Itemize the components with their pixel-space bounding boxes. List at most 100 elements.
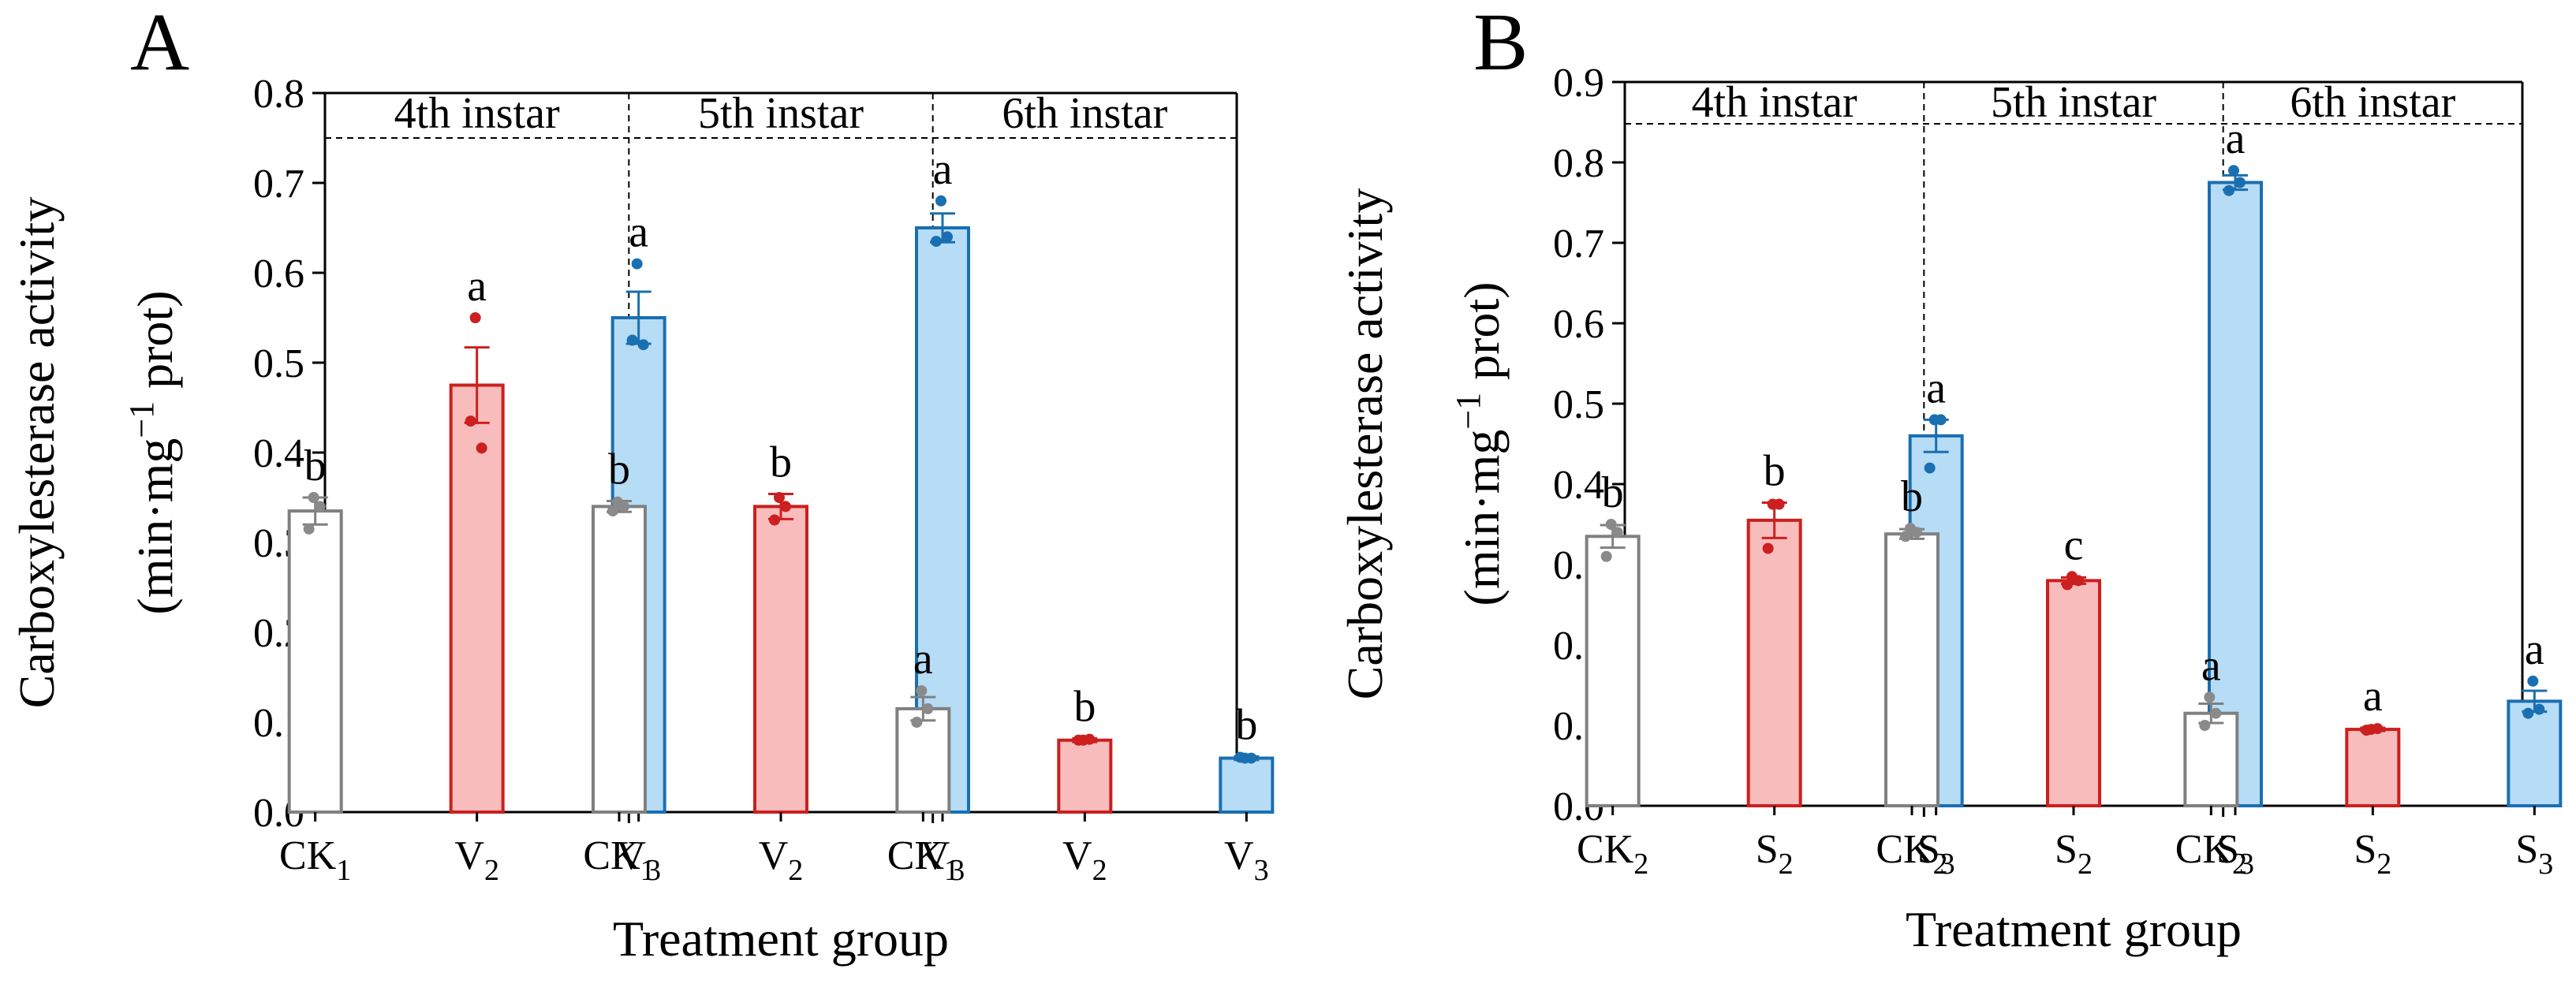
data-point bbox=[1245, 752, 1257, 764]
instar-header-label: 6th instar bbox=[2290, 78, 2455, 127]
significance-letter: a bbox=[913, 635, 933, 684]
bar bbox=[2046, 579, 2101, 808]
x-tick-label: CK2 bbox=[2175, 827, 2247, 881]
data-point bbox=[2372, 723, 2384, 735]
x-tick-label: S3 bbox=[2216, 827, 2254, 881]
data-point bbox=[935, 195, 946, 207]
y-tick-label: 0.5 bbox=[253, 341, 304, 386]
x-tick-label: CK1 bbox=[583, 833, 655, 887]
instar-header-label: 5th instar bbox=[698, 89, 864, 138]
significance-letter: a bbox=[2226, 114, 2246, 163]
x-tick-label: V2 bbox=[759, 833, 804, 887]
instar-header-label: 4th instar bbox=[1692, 78, 1857, 127]
bar bbox=[2507, 699, 2563, 808]
data-point bbox=[2234, 177, 2246, 188]
significance-letter: a bbox=[2525, 625, 2544, 674]
x-tick-label-name: CK bbox=[583, 833, 640, 878]
instar-header-label: 5th instar bbox=[1991, 78, 2156, 127]
data-point bbox=[1924, 462, 1936, 474]
x-axis-title: Treatment group bbox=[1906, 901, 2242, 957]
significance-letter: c bbox=[2064, 520, 2084, 569]
data-point bbox=[1900, 531, 1911, 542]
y-tick-label: 0.6 bbox=[253, 252, 304, 296]
x-tick-label: V3 bbox=[1224, 833, 1269, 887]
x-tick-label-name: V bbox=[920, 833, 950, 878]
x-tick-label: V3 bbox=[920, 833, 965, 887]
data-point bbox=[2527, 675, 2539, 687]
bar bbox=[753, 505, 808, 814]
x-tick-label: CK2 bbox=[1876, 827, 1947, 881]
data-point bbox=[469, 312, 481, 323]
y-axis-label-line1: Carboxylesterase activity bbox=[9, 197, 65, 709]
x-tick-label: V2 bbox=[1062, 833, 1107, 887]
significance-letter: a bbox=[2363, 672, 2383, 721]
data-point bbox=[931, 236, 942, 248]
x-tick-label-name: V bbox=[759, 833, 789, 878]
data-point bbox=[780, 501, 791, 512]
x-tick-label: V2 bbox=[454, 833, 499, 887]
data-point bbox=[1611, 527, 1623, 538]
x-tick-label-name: S bbox=[1756, 827, 1779, 872]
instar-header-label: 6th instar bbox=[1002, 89, 1167, 138]
x-tick-label-subscript: 2 bbox=[1633, 848, 1648, 881]
y-tick-label: 0.4 bbox=[1553, 463, 1604, 508]
data-point bbox=[769, 514, 780, 526]
y-tick-label: 0.8 bbox=[253, 72, 304, 117]
significance-letter: a bbox=[629, 208, 648, 257]
bar bbox=[2345, 728, 2401, 807]
y-axis-unit-end: prot) bbox=[127, 290, 183, 401]
y-axis-unit-base: (min·mg bbox=[1454, 430, 1510, 606]
y-tick-label: 0.9 bbox=[1553, 61, 1604, 106]
x-tick-label-subscript: 3 bbox=[950, 854, 965, 887]
data-point bbox=[465, 416, 476, 427]
y-axis-label-line1: Carboxylesterase activity bbox=[1337, 188, 1393, 700]
x-tick-label-subscript: 3 bbox=[2538, 848, 2553, 881]
data-point bbox=[922, 702, 934, 714]
x-tick-label: S3 bbox=[2515, 827, 2553, 881]
x-tick-label-subscript: 2 bbox=[2376, 848, 2391, 881]
y-tick-label: 0.8 bbox=[1553, 141, 1604, 186]
x-tick-label-subscript: 2 bbox=[2232, 848, 2247, 881]
data-point bbox=[1234, 751, 1246, 763]
x-tick-label-subscript: 2 bbox=[2078, 848, 2093, 881]
y-axis-unit-end: prot) bbox=[1454, 281, 1510, 392]
significance-letter: b bbox=[770, 438, 792, 486]
data-point bbox=[942, 231, 953, 243]
data-point bbox=[2361, 725, 2373, 736]
x-tick-label-subscript: 3 bbox=[1254, 854, 1269, 887]
data-point bbox=[2522, 707, 2534, 719]
y-axis-label-line2: (min·mg−1 prot) bbox=[1449, 281, 1510, 606]
data-point bbox=[1073, 734, 1085, 746]
data-point bbox=[314, 501, 326, 512]
data-point bbox=[1605, 519, 1617, 530]
x-tick-label-subscript: 3 bbox=[2239, 848, 2254, 881]
bar bbox=[1585, 535, 1641, 807]
x-tick-label-name: V bbox=[616, 833, 646, 878]
significance-letter: b bbox=[1235, 700, 1257, 749]
x-tick-label-name: V bbox=[454, 833, 484, 878]
bar bbox=[1057, 738, 1113, 814]
x-tick-label: CK1 bbox=[279, 833, 351, 887]
x-tick-label-name: CK bbox=[1577, 827, 1634, 872]
y-axis-label-line2: (min·mg−1 prot) bbox=[122, 290, 183, 614]
y-tick-label: 0.5 bbox=[1553, 382, 1604, 427]
data-point bbox=[2210, 707, 2222, 719]
bar bbox=[1884, 532, 1939, 807]
x-tick-label: S2 bbox=[2354, 827, 2391, 881]
x-tick-label-name: S bbox=[2055, 827, 2078, 872]
x-tick-label-subscript: 2 bbox=[1933, 848, 1948, 881]
data-point bbox=[1935, 414, 1947, 426]
x-tick-label-name: CK bbox=[1876, 827, 1933, 872]
x-tick-label-name: CK bbox=[279, 833, 337, 878]
data-point bbox=[476, 442, 487, 454]
data-point bbox=[626, 334, 638, 346]
data-point bbox=[1911, 527, 1922, 538]
significance-letter: b bbox=[304, 442, 327, 490]
significance-letter: b bbox=[1764, 446, 1786, 495]
significance-letter: a bbox=[2201, 641, 2221, 690]
y-tick-label: 0.7 bbox=[253, 162, 304, 207]
significance-letter: b bbox=[1073, 683, 1096, 732]
significance-letter: a bbox=[1926, 363, 1946, 412]
y-axis-unit-base: (min·mg bbox=[127, 438, 183, 615]
x-tick-label-name: CK bbox=[2175, 827, 2233, 872]
